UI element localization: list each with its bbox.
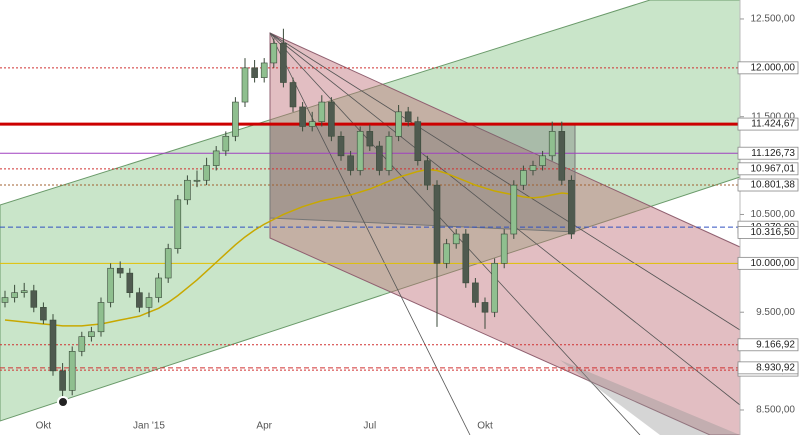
candle-body [164,248,172,279]
candle-body [376,145,383,171]
level-label-box [737,361,799,375]
candle-body [491,263,498,313]
candle-body [318,101,326,122]
y-tick-label: 9.500,00 [756,307,795,318]
y-tick-label: 12.500,00 [751,14,796,25]
candle-body [88,331,95,337]
candle-body [59,370,66,391]
candle-body [203,165,210,181]
level-label: 8.930,92 [756,362,795,373]
candle-body [126,272,134,293]
candle-body [184,179,191,201]
candle-body [500,233,508,264]
candle-body [260,62,268,78]
candle-body [443,243,450,264]
candle-body [30,290,38,308]
level-label: 11.126,73 [751,148,795,159]
candle-body [539,155,546,166]
candle-body [251,67,258,78]
level-label: 10.000,00 [751,258,796,269]
level-label-box [737,256,799,270]
x-tick-label: Okt [477,421,493,432]
level-label: 10.967,01 [751,163,796,174]
candle-body [472,282,479,303]
candle-body [414,121,422,162]
candle-body [174,199,182,249]
candle-body [97,302,105,333]
level-label: 11.424,67 [751,119,795,130]
candle-body [116,267,124,274]
candle-body [347,155,354,171]
x-tick-label: Jul [363,421,376,432]
candle-body [356,131,364,171]
level-label-box [737,338,799,352]
level-label-box [737,162,799,176]
candle-body [548,131,556,157]
candle-body [78,336,86,352]
candle-body [462,233,470,284]
candle-body [20,290,28,293]
candle-body [289,82,297,108]
candle-body [222,135,230,152]
candle-body [395,111,402,137]
candle-body [270,43,278,64]
candle-body [1,297,9,303]
candle-body [11,292,18,298]
level-label: 10.801,38 [751,180,796,191]
marker [57,396,69,408]
candle-body [510,184,518,235]
candle-body [520,170,527,186]
candle-body [212,150,220,166]
x-tick-label: Jan '15 [133,421,165,432]
x-tick-label: Okt [36,421,52,432]
candle-body [558,131,566,181]
candle-body [49,319,57,372]
fan-shade [560,360,740,435]
candle-body [529,165,537,171]
candle-body [424,160,431,186]
level-label-box [737,178,799,192]
candle-body [107,267,114,303]
candle-body [404,111,412,122]
candle-body [40,307,47,321]
range-box [269,124,576,233]
level-label-box [737,61,799,75]
candle-body [241,67,249,103]
level-label: 12.000,00 [751,62,796,73]
candle-body [568,179,575,235]
candle-body [232,101,239,137]
candle-body [433,184,441,264]
candle-body [328,101,335,137]
level-label-box [737,117,799,131]
candle-body [145,297,153,308]
candle-body [308,121,316,127]
x-tick-label: Apr [256,421,272,432]
candle-body [136,292,143,308]
candle-body [280,43,287,83]
candle-body [481,302,489,313]
candle-body [68,351,76,391]
candle-body [366,131,374,147]
candle-body [299,106,306,127]
level-label-box [737,146,799,160]
level-label: 9.166,92 [756,339,795,350]
candle-body [155,277,162,298]
y-tick-label: 11.500,00 [751,111,795,122]
candle-body [193,179,201,182]
y-tick-label: 10.500,00 [751,209,796,220]
candle-body [337,135,345,157]
level-label-box [737,226,799,239]
y-tick-label: 8.500,00 [756,405,795,416]
candle-body [385,135,393,171]
level-label: 10.316,50 [751,227,796,238]
candle-body [452,233,460,245]
